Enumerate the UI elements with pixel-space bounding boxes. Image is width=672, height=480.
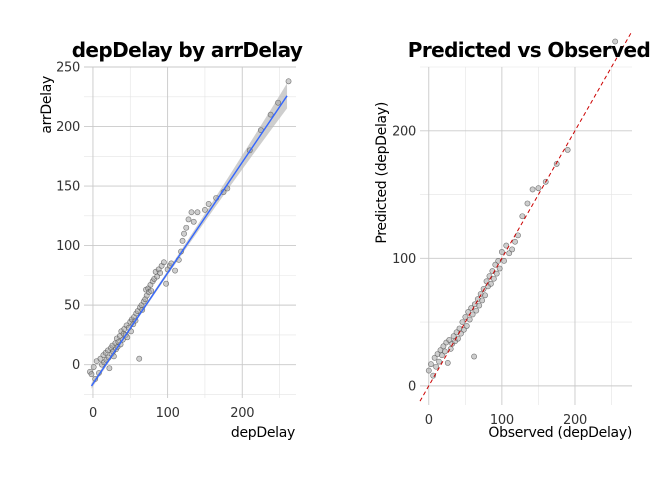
panel-right-data-point: [479, 297, 486, 304]
panel-left-data-point: [183, 224, 190, 231]
panel-right-data-point: [612, 38, 619, 45]
panel-right-data-point: [482, 292, 488, 299]
panel-right-y-ticks: 0 100 200: [392, 124, 416, 394]
panel-right-data-point: [493, 270, 500, 277]
panel-right-y-tick-label: 100: [392, 252, 416, 267]
panel-right-data-point: [498, 249, 505, 255]
panel-left-data-point: [181, 230, 187, 237]
panel-right-title: Predicted vs Observed: [408, 38, 650, 62]
panel-left-data-point: [190, 218, 197, 225]
panel-left-data-point: [90, 364, 97, 370]
panel-right-data-point: [503, 242, 510, 249]
panel-left-data-point: [136, 355, 143, 362]
panel-right-data-point: [460, 326, 467, 333]
panel-right-y-tick-label: 200: [392, 124, 416, 139]
panel-left-data-point: [88, 371, 95, 378]
identity-reference-line: [419, 31, 633, 402]
panel-left-x-tick-label: 100: [156, 406, 180, 421]
panel-right-data-point: [506, 250, 513, 257]
panel-right-data-point: [501, 257, 507, 264]
panel-right-data-point: [466, 316, 473, 323]
panel-left-data-point: [188, 209, 195, 216]
panel-right-data-point: [462, 314, 469, 320]
panel-right-data-point: [471, 353, 477, 360]
panel-left-data-point: [163, 280, 170, 287]
panel-left-data-point: [160, 259, 167, 266]
panel-right-data-point: [529, 186, 536, 193]
panel-left-x-tick-label: 200: [230, 406, 254, 421]
panel-right-data-point: [564, 147, 571, 153]
panel-left-data-point: [148, 287, 155, 294]
panel-right-x-label: Observed (depDelay): [488, 425, 632, 441]
panel-right-data-point: [463, 323, 470, 329]
panel-left-data-point: [179, 237, 186, 244]
panel-left-data-point: [202, 206, 208, 213]
panel-right-data-point: [490, 275, 497, 282]
panel-right-data-point: [425, 367, 432, 374]
panel-right-data-point: [496, 265, 503, 272]
panel-right-x-ticks: 0 100 200: [425, 413, 587, 428]
panel-right-data-point: [476, 302, 483, 309]
panel-left-x-tick-label: 0: [89, 406, 97, 421]
panel-right-data-point: [535, 185, 542, 192]
panel-right-data-point: [431, 354, 438, 361]
panel-left-y-ticks: 0 50 100 150 200 250: [56, 61, 80, 374]
panel-right-data-point: [436, 358, 442, 365]
panel-right-data-point: [512, 238, 518, 245]
panel-left-points: [87, 78, 292, 382]
panel-left-grid: [84, 66, 296, 398]
panel-left-data-point: [267, 111, 274, 118]
panel-left-x-ticks: 0 100 200: [89, 406, 255, 421]
panel-right-data-point: [444, 360, 451, 366]
panel-left-data-point: [285, 78, 292, 85]
panel-right: 0 100 200 0 100 200 Predicted vs Observed Ob…: [374, 31, 651, 441]
panel-left-data-point: [194, 209, 201, 216]
panel-right-points: [425, 38, 619, 379]
panel-right-x-tick-label: 200: [563, 413, 587, 428]
panel-right-y-label: Predicted (depDelay): [374, 102, 390, 244]
panel-left-y-label: arrDelay: [39, 76, 55, 134]
panel-right-x-tick-label: 100: [490, 413, 514, 428]
panel-right-data-point: [439, 352, 445, 359]
panel-left-y-tick-label: 150: [56, 180, 80, 195]
panel-left-x-label: depDelay: [231, 425, 295, 441]
panel-left-data-point: [172, 267, 178, 274]
panel-left-y-tick-label: 100: [56, 239, 80, 254]
panel-right-data-point: [441, 348, 448, 355]
panel-right-data-point: [430, 372, 437, 379]
panel-left-data-point: [205, 201, 212, 207]
panel-right-x-tick-label: 0: [425, 413, 433, 428]
panel-right-grid: [420, 66, 632, 405]
panel-left-data-point: [185, 216, 192, 223]
panel-right-data-point: [480, 286, 487, 292]
panel-right-data-point: [446, 337, 453, 343]
panel-right-data-point: [465, 308, 472, 315]
panel-right-data-point: [515, 232, 521, 239]
panel-left-data-point: [275, 99, 281, 106]
panel-right-data-point: [473, 307, 480, 314]
panel-right-data-point: [509, 246, 516, 253]
panel-left-y-tick-label: 50: [64, 299, 80, 314]
panel-left-y-tick-label: 200: [56, 120, 80, 135]
panel-left-y-tick-label: 0: [72, 358, 80, 373]
panel-left: 0 100 200 0 50 100 150 200 250 depDelay by arrD…: [39, 38, 303, 441]
panel-left-title: depDelay by arrDelay: [72, 38, 303, 62]
panel-right-data-point: [524, 200, 531, 207]
panel-right-data-point: [488, 280, 494, 287]
panel-right-data-point: [553, 161, 560, 167]
panel-right-data-point: [428, 361, 434, 368]
panel-right-y-tick-label: 0: [408, 379, 416, 394]
panel-left-data-point: [106, 365, 113, 372]
panel-left-data-point: [157, 270, 164, 276]
trend-line: [90, 95, 288, 387]
panel-left-y-tick-label: 250: [56, 61, 80, 76]
panel-right-data-point: [459, 319, 466, 325]
panel-right-data-point: [519, 213, 526, 220]
panel-right-data-point: [433, 363, 439, 370]
